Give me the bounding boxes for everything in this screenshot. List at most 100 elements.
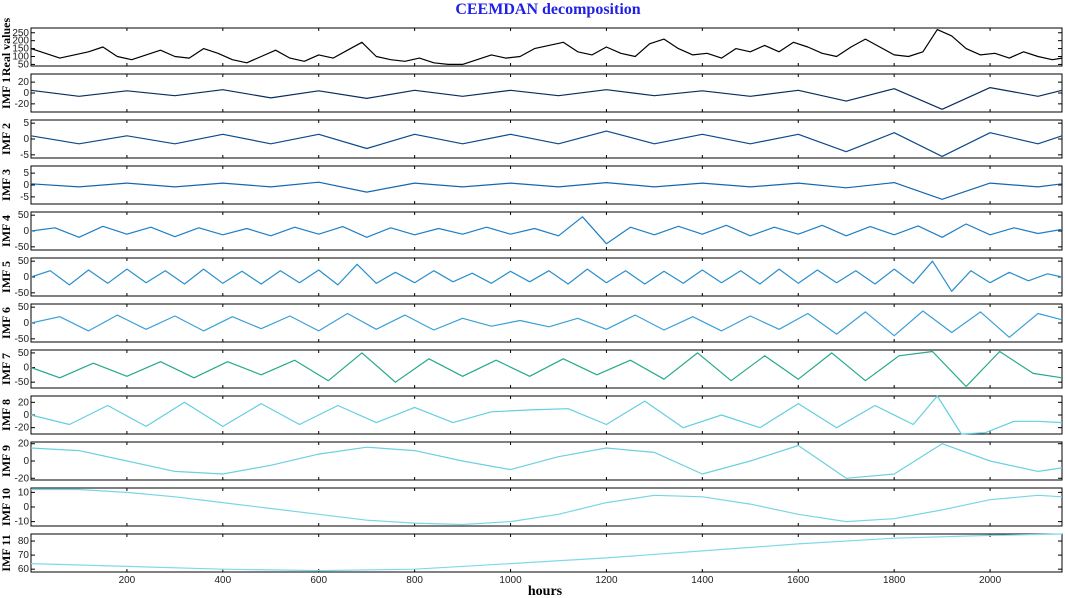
series-line (30, 350, 1063, 388)
panel-frame (30, 211, 1063, 251)
chart-title: CEEMDAN decomposition (455, 1, 640, 18)
y-tick-label: 0 (23, 88, 29, 99)
x-tick-label: 800 (406, 575, 423, 586)
series-line (30, 181, 1063, 200)
y-tick-label: 20 (18, 439, 30, 450)
panel-imf-4: -50 0 50 IMF 4 (0, 210, 1063, 253)
y-tick-label: -20 (15, 473, 30, 484)
y-tick-label: 150 (12, 44, 29, 55)
y-tick-label: -50 (15, 334, 30, 345)
y-tick-label: 60 (18, 564, 30, 575)
panel-frame (30, 27, 1063, 67)
panel-imf-11: 60 70 80 IMF 11 (0, 533, 1063, 575)
x-tick-label: 600 (310, 575, 327, 586)
x-tick-label: 400 (214, 575, 231, 586)
y-tick-label: 200 (12, 36, 29, 47)
y-tick-label: 0 (23, 272, 29, 283)
y-tick-label: 5 (23, 118, 29, 129)
panel-frame (30, 119, 1063, 159)
panel-ylabel: IMF 4 (0, 215, 13, 247)
y-tick-label: -5 (20, 150, 29, 161)
y-tick-label: 0 (23, 363, 29, 374)
y-tick-label: -50 (15, 242, 30, 253)
series-line (30, 216, 1063, 245)
panel-frame (30, 257, 1063, 297)
panel-ylabel: IMF 2 (0, 123, 13, 155)
series-line (30, 130, 1063, 157)
series-line (30, 533, 1063, 572)
panel-ylabel: IMF 3 (0, 169, 13, 201)
panel-imf-7: -50 0 50 IMF 7 (0, 348, 1063, 389)
y-tick-label: 50 (18, 210, 30, 221)
panel-imf-9: -20 0 20 IMF 9 (0, 439, 1063, 484)
panel-imf-5: -50 0 50 IMF 5 (0, 256, 1063, 299)
y-tick-label: -20 (15, 99, 30, 110)
x-tick-label: 1000 (499, 575, 522, 586)
y-tick-label: -50 (15, 377, 30, 388)
y-tick-label: 20 (18, 397, 30, 408)
y-tick-label: 50 (18, 348, 30, 359)
y-tick-label: 50 (18, 59, 30, 70)
y-tick-label: 0 (23, 180, 29, 191)
y-tick-label: 0 (23, 318, 29, 329)
x-tick-label: 2000 (979, 575, 1002, 586)
panel-frame (30, 165, 1063, 205)
x-tick-label: 1600 (787, 575, 810, 586)
y-tick-label: 0 (23, 502, 29, 513)
y-tick-label: 250 (12, 28, 29, 39)
y-tick-label: 70 (18, 550, 30, 561)
series-line (31, 488, 1063, 526)
x-axis-label: hours (528, 584, 563, 598)
x-tick-label: 1400 (691, 575, 714, 586)
y-tick-label: 100 (12, 52, 29, 63)
y-tick-label: 50 (18, 256, 30, 267)
y-tick-label: 0 (23, 410, 29, 421)
x-tick-label: 1200 (595, 575, 618, 586)
y-tick-label: 10 (18, 487, 30, 498)
panel-ylabel: IMF 8 (0, 399, 13, 431)
panel-frame (30, 349, 1063, 389)
panel-imf-10: -10 0 10 IMF 10 (0, 487, 1063, 528)
series-line (30, 29, 1063, 66)
panel-ylabel: IMF 5 (0, 261, 13, 293)
y-tick-label: 0 (23, 456, 29, 467)
panel-ylabel: IMF 10 (0, 488, 13, 526)
panel-frame (30, 73, 1063, 113)
panel-frame (30, 395, 1063, 435)
panel-imf-2: -5 0 5 IMF 2 (0, 118, 1063, 161)
panel-ylabel: IMF 6 (0, 307, 13, 339)
panel-ylabel: Real values (0, 18, 13, 77)
y-tick-label: 20 (18, 77, 30, 88)
x-tick-label: 200 (119, 575, 136, 586)
y-tick-label: 80 (18, 536, 30, 547)
series-line (30, 443, 1063, 479)
panel-frame (30, 533, 1063, 573)
panel-imf-8: -20 0 20 IMF 8 (0, 395, 1063, 435)
panel-ylabel: IMF 7 (0, 353, 13, 385)
panel-frame (30, 303, 1063, 343)
series-line (30, 310, 1063, 338)
panel-imf-3: -505 IMF 3 (0, 165, 1063, 205)
panel-ylabel: IMF 1 (0, 77, 13, 109)
y-tick-label: -5 (20, 192, 29, 203)
y-tick-label: -10 (15, 517, 30, 528)
y-tick-label: 50 (18, 302, 30, 313)
x-tick-label: 1800 (883, 575, 906, 586)
panel-frame (30, 487, 1063, 527)
series-line (30, 86, 1063, 110)
y-tick-label: -20 (15, 423, 30, 434)
panel-ylabel: IMF 11 (0, 534, 13, 571)
y-tick-label: 5 (23, 168, 29, 179)
series-line (30, 395, 1063, 435)
x-axis: 200 400 600 800 1000 1200 1400 1600 1800 2000 (119, 575, 1002, 586)
panel-frame (30, 441, 1063, 481)
y-tick-label: 0 (23, 226, 29, 237)
panel-ylabel: IMF 9 (0, 445, 13, 477)
series-line (30, 260, 1063, 292)
y-tick-label: 0 (23, 134, 29, 145)
panel-imf-6: -50 0 50 IMF 6 (0, 302, 1063, 345)
